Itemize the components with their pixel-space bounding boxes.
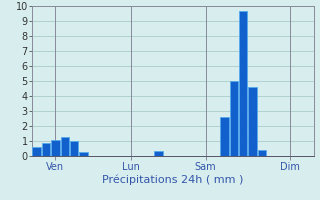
Bar bbox=[79, 152, 88, 156]
Bar bbox=[248, 87, 257, 156]
Bar bbox=[60, 137, 69, 156]
Bar bbox=[239, 10, 247, 156]
X-axis label: Précipitations 24h ( mm ): Précipitations 24h ( mm ) bbox=[102, 174, 244, 185]
Bar bbox=[258, 150, 266, 156]
Bar bbox=[229, 81, 238, 156]
Bar bbox=[220, 117, 229, 156]
Bar bbox=[42, 142, 50, 156]
Bar bbox=[51, 140, 60, 156]
Bar bbox=[155, 151, 163, 156]
Bar bbox=[32, 147, 41, 156]
Bar bbox=[70, 141, 78, 156]
